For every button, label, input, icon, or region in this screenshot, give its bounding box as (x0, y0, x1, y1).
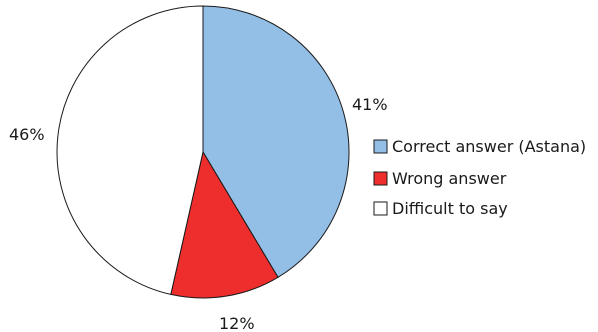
pie-slices (56, 5, 350, 299)
pie-value-labels: 41% 12% 46% (9, 95, 388, 332)
legend: Correct answer (Astana) Wrong answer Dif… (373, 137, 586, 218)
slice-value-label-wrong: 12% (219, 314, 255, 332)
legend-swatch-difficult (373, 201, 388, 216)
legend-label-wrong: Wrong answer (392, 169, 507, 188)
pie-slice-wrong (170, 150, 279, 299)
legend-label-difficult: Difficult to say (392, 199, 508, 218)
legend-swatch-wrong (373, 171, 388, 186)
legend-label-correct: Correct answer (Astana) (392, 137, 586, 156)
pie-slice-difficult (56, 5, 204, 296)
pie-slice-correct (202, 5, 350, 278)
legend-swatch-correct (373, 139, 388, 154)
slice-value-label-difficult: 46% (9, 125, 45, 144)
slice-value-label-correct: 41% (352, 95, 388, 114)
